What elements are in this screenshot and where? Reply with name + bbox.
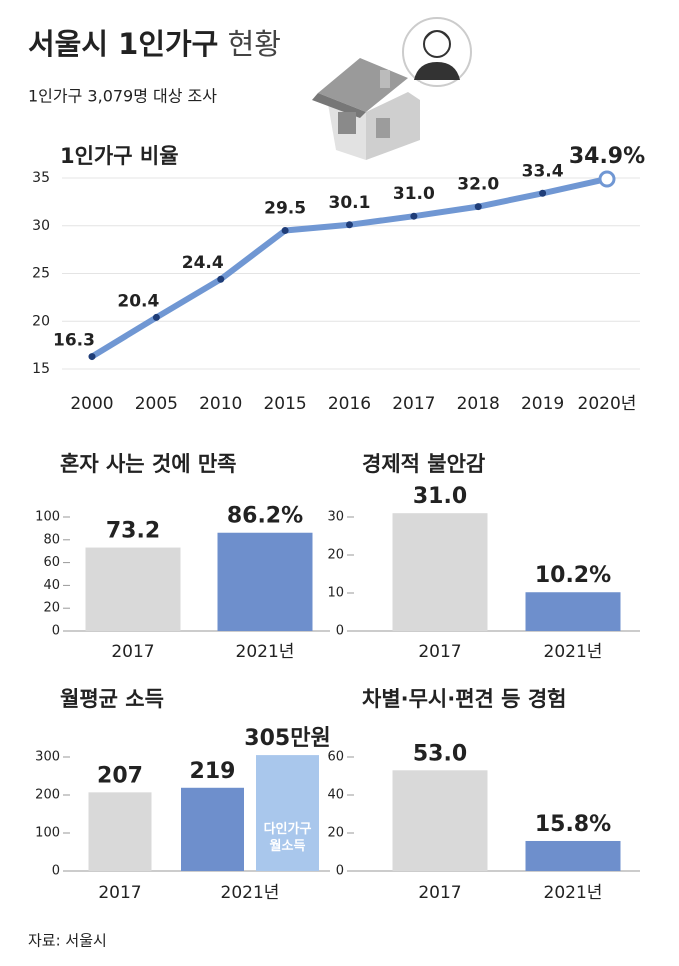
y-tick-label: 0 (52, 864, 60, 879)
value-label: 31.0 (393, 184, 435, 204)
bar (85, 547, 181, 631)
y-tick-label: 25 (32, 266, 50, 282)
y-tick-label: 0 (52, 624, 60, 639)
house-icon (312, 58, 420, 160)
value-label: 73.2 (106, 519, 160, 544)
value-label: 29.5 (264, 199, 306, 219)
value-label: 30.1 (329, 193, 371, 213)
y-tick-label: 80 (43, 532, 60, 547)
x-tick-label: 2019 (521, 394, 564, 414)
y-tick-label: 30 (327, 510, 344, 525)
y-tick-label: 60 (43, 555, 60, 570)
data-point (217, 275, 225, 283)
bar (392, 513, 488, 631)
title: 서울시 1인가구 현황 (28, 27, 281, 61)
value-label: 24.4 (182, 253, 224, 273)
chart-title: 월평균 소득 (60, 687, 164, 711)
title-main: 서울시 1인가구 (28, 27, 218, 61)
chart-title: 혼자 사는 것에 만족 (60, 452, 237, 476)
y-tick-label: 20 (32, 313, 50, 329)
data-point (152, 313, 160, 321)
value-label: 305만원 (244, 726, 330, 751)
y-tick-label: 0 (336, 624, 344, 639)
y-tick-label: 0 (336, 864, 344, 879)
value-label: 86.2% (227, 504, 303, 529)
bar (392, 770, 488, 871)
x-tick-label: 2017 (111, 642, 154, 662)
bar (256, 755, 319, 871)
x-tick-label: 2021년 (544, 883, 603, 903)
y-tick-label: 10 (327, 586, 344, 601)
data-point (281, 227, 289, 235)
y-tick-label: 20 (327, 826, 344, 841)
bar (217, 532, 313, 631)
x-tick-label: 2015 (263, 394, 306, 414)
bar (525, 592, 621, 631)
y-tick-label: 300 (35, 750, 60, 765)
x-tick-label: 2016 (328, 394, 371, 414)
bar (181, 787, 244, 871)
bar (525, 840, 621, 871)
chart-title: 1인가구 비율 (60, 144, 179, 168)
value-label: 219 (190, 759, 236, 784)
y-tick-label: 100 (35, 826, 60, 841)
y-tick-label: 100 (35, 510, 60, 525)
x-tick-label: 2020년 (578, 394, 637, 414)
value-label: 32.0 (457, 175, 499, 195)
x-tick-label: 2005 (135, 394, 178, 414)
y-tick-label: 40 (43, 578, 60, 593)
y-tick-label: 15 (32, 361, 50, 377)
value-label: 207 (97, 763, 143, 788)
value-label: 34.9% (569, 144, 645, 169)
x-tick-label: 2017 (98, 883, 141, 903)
data-point (346, 221, 353, 229)
y-tick-label: 20 (327, 548, 344, 563)
value-label: 15.8% (535, 812, 611, 837)
bar-series-label: 다인가구 월소득 (263, 822, 312, 854)
value-label: 33.4 (522, 161, 564, 181)
x-tick-label: 2000 (70, 394, 113, 414)
y-tick-label: 200 (35, 788, 60, 803)
x-tick-label: 2010 (199, 394, 242, 414)
y-tick-label: 40 (327, 788, 344, 803)
y-tick-label: 60 (327, 750, 344, 765)
value-label: 20.4 (117, 291, 159, 311)
y-tick-label: 30 (32, 218, 50, 234)
data-point (598, 170, 616, 188)
title-suffix: 현황 (228, 27, 281, 61)
chart-title: 경제적 불안감 (362, 452, 485, 476)
data-point (539, 189, 547, 197)
data-point (88, 353, 96, 361)
x-tick-label: 2021년 (236, 642, 295, 662)
y-tick-label: 35 (32, 170, 50, 186)
x-tick-label: 2018 (457, 394, 500, 414)
y-tick-label: 20 (43, 601, 60, 616)
value-label: 53.0 (413, 741, 467, 766)
bar (88, 792, 152, 871)
x-tick-label: 2017 (418, 642, 461, 662)
data-point (474, 203, 482, 211)
x-tick-label: 2021년 (221, 883, 280, 903)
chart-title: 차별·무시·편견 등 경험 (362, 687, 566, 711)
person-icon (402, 17, 472, 90)
data-point (410, 212, 418, 220)
value-label: 31.0 (413, 484, 467, 509)
x-tick-label: 2017 (418, 883, 461, 903)
x-tick-label: 2017 (392, 394, 435, 414)
x-tick-label: 2021년 (544, 642, 603, 662)
source: 자료: 서울시 (28, 932, 107, 950)
value-label: 10.2% (535, 563, 611, 588)
subtitle: 1인가구 3,079명 대상 조사 (28, 87, 217, 106)
value-label: 16.3 (53, 331, 95, 351)
